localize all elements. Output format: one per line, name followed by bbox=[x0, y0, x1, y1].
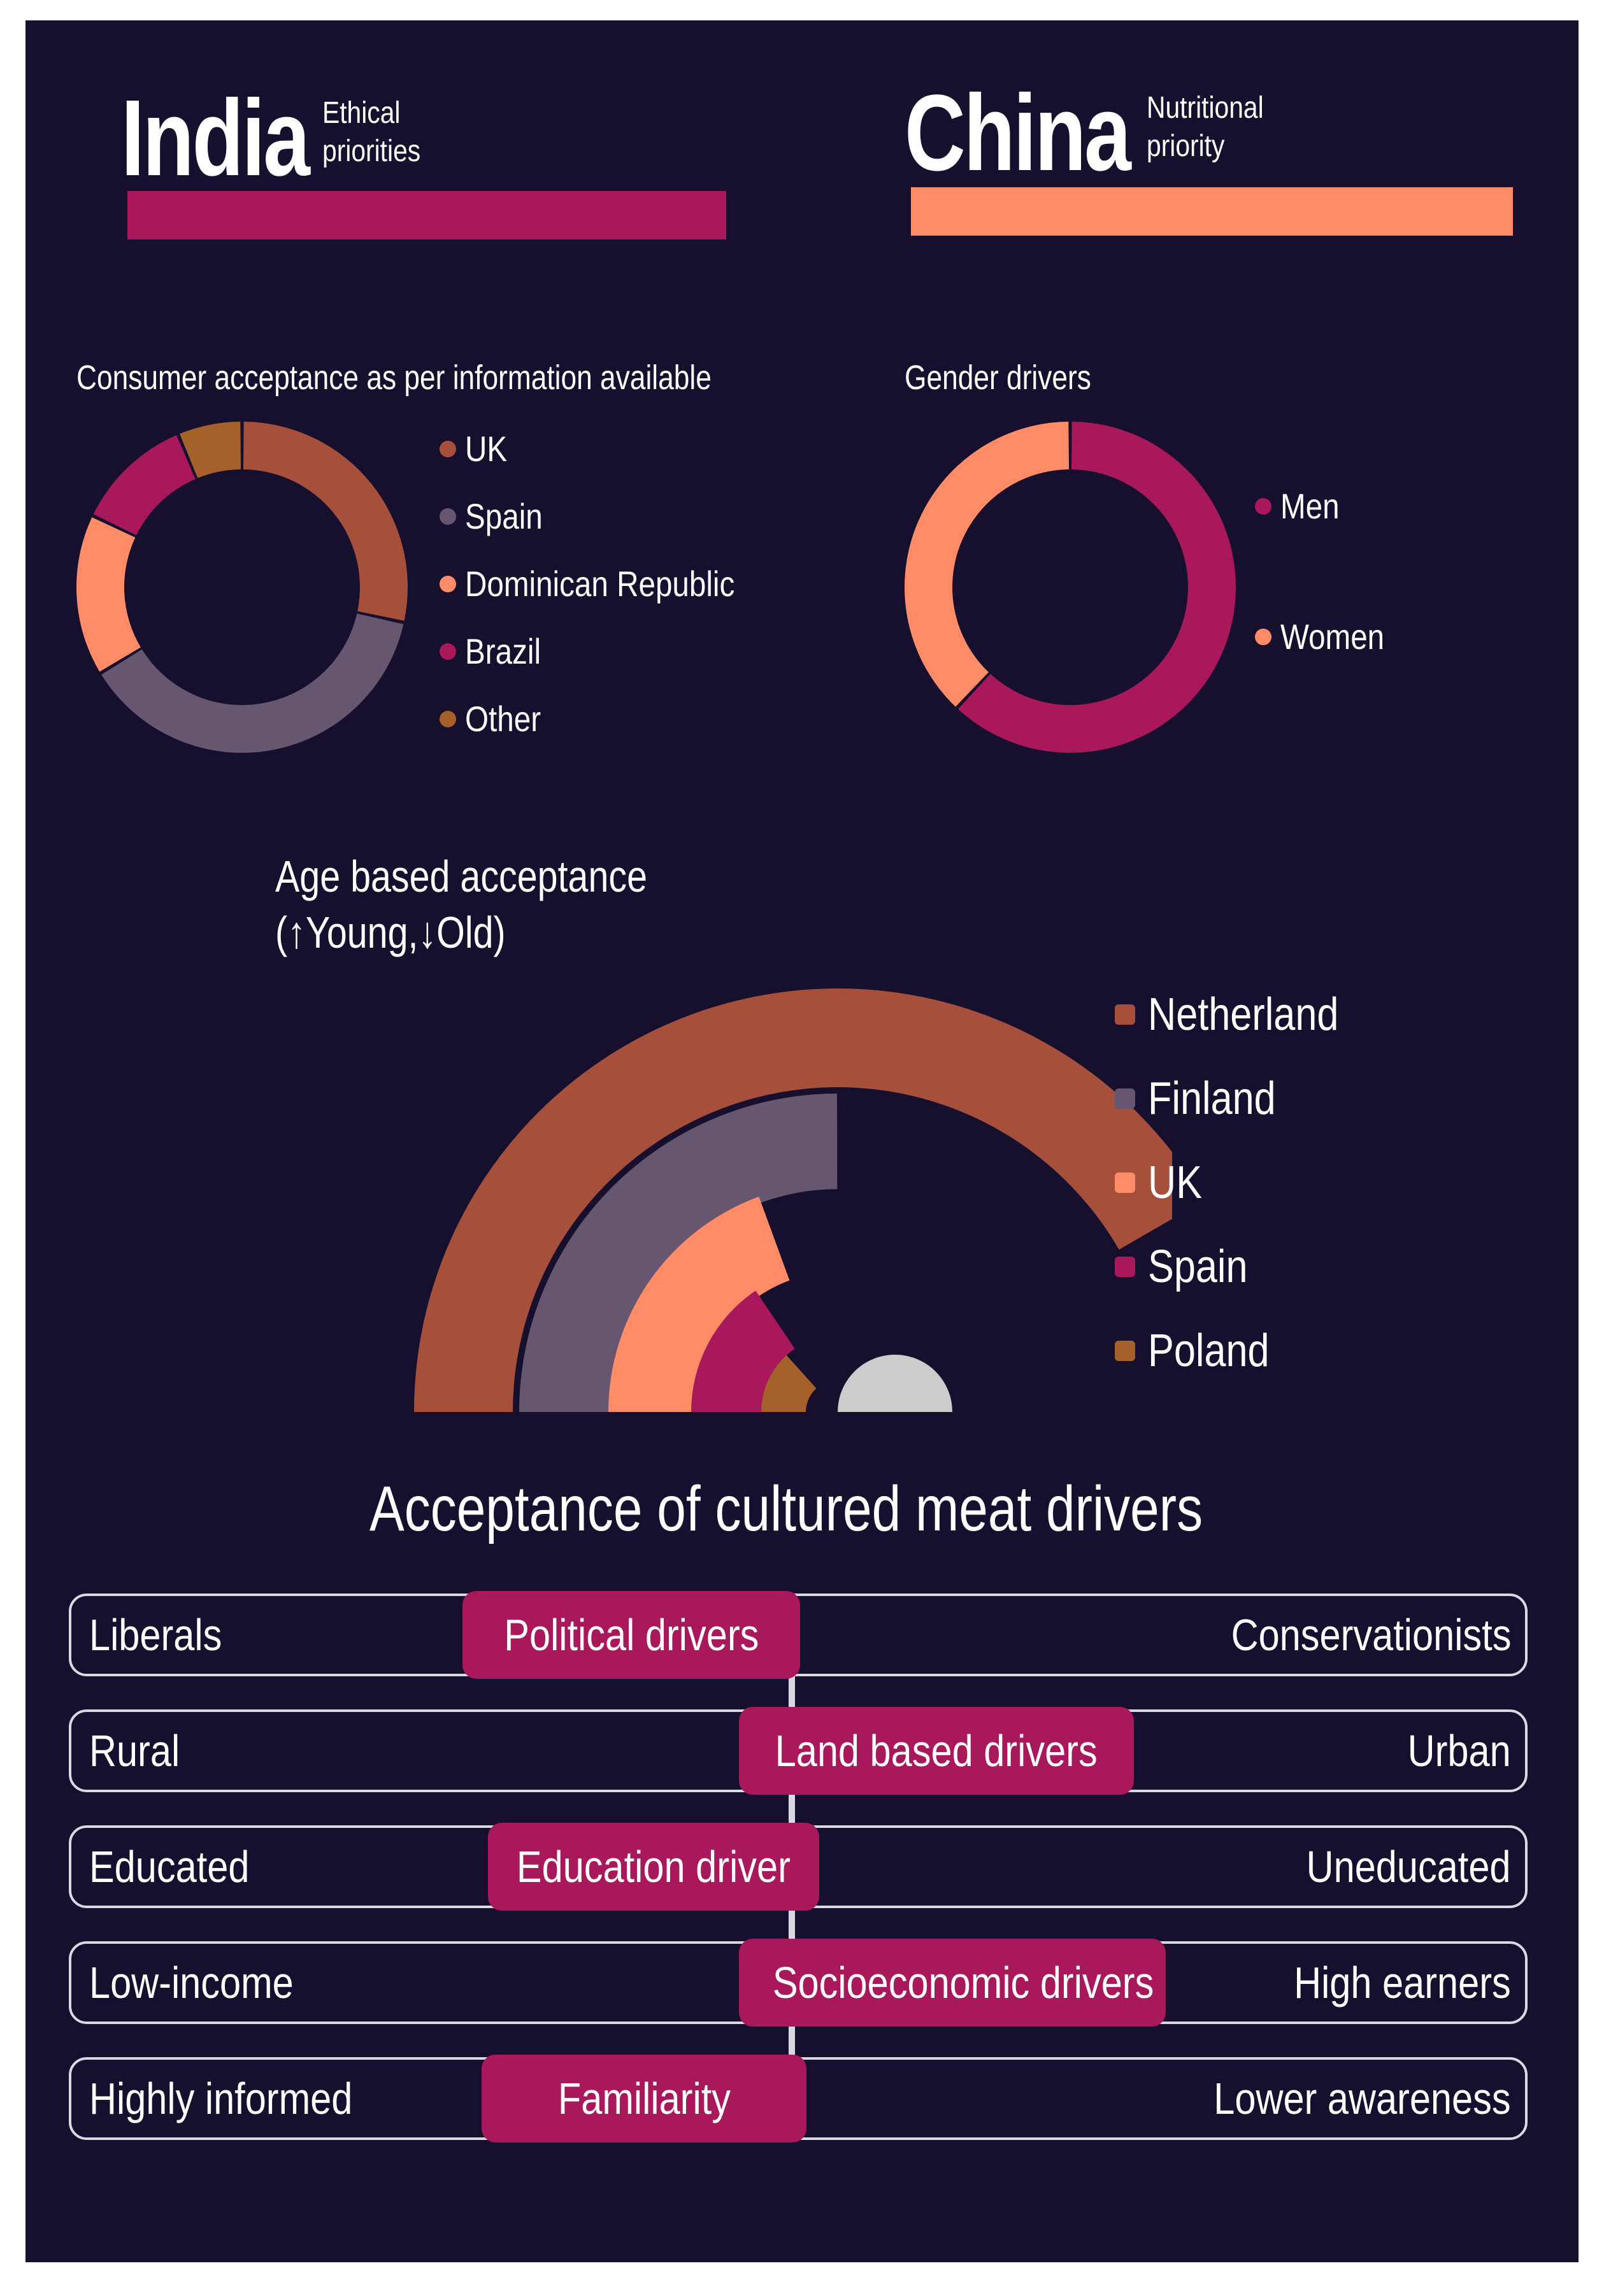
driver-row: Liberals Conservationists Political driver… bbox=[69, 1591, 1528, 1679]
radial-bar-uk bbox=[608, 1196, 790, 1412]
legend-item-brazil: Brazil bbox=[440, 631, 554, 672]
legend-swatch bbox=[1115, 1088, 1135, 1109]
legend-swatch bbox=[440, 440, 456, 457]
donut-slice-uk bbox=[243, 422, 408, 621]
driver-right-label: Urban bbox=[1407, 1726, 1511, 1776]
donut-gender-chart bbox=[905, 422, 1236, 753]
header-china-subtitle-line1: Nutritional bbox=[1147, 91, 1264, 125]
driver-right-label: Conservationists bbox=[1231, 1610, 1511, 1660]
radial-bar-poland bbox=[761, 1355, 817, 1412]
legend-label: Spain bbox=[1148, 1241, 1248, 1292]
legend-swatch bbox=[440, 575, 456, 592]
legend-item-other: Other bbox=[440, 698, 554, 739]
legend-swatch bbox=[1115, 1341, 1135, 1361]
driver-pill: Socioeconomic drivers bbox=[739, 1939, 1166, 2027]
donut-gender-title: Gender drivers bbox=[905, 359, 1091, 397]
radial-bar-netherland bbox=[414, 988, 1172, 1412]
donut-slice-brazil bbox=[93, 435, 196, 536]
driver-connector bbox=[789, 1908, 795, 1941]
driver-pill-label: Land based drivers bbox=[775, 1726, 1098, 1776]
header-india-subtitle-line1: Ethical bbox=[322, 96, 401, 130]
driver-connector bbox=[789, 1792, 795, 1825]
driver-pill: Land based drivers bbox=[739, 1707, 1134, 1795]
driver-right-label: Lower awareness bbox=[1214, 2074, 1511, 2123]
radial-bar-spain bbox=[691, 1290, 795, 1412]
legend-label: Men bbox=[1280, 486, 1340, 526]
legend-swatch bbox=[1255, 497, 1271, 515]
legend-item-dominican-republic: Dominican Republic bbox=[440, 563, 782, 604]
legend-item-women: Women bbox=[1255, 616, 1403, 657]
driver-pill: Political drivers bbox=[462, 1591, 800, 1679]
driver-connector bbox=[789, 1676, 795, 1709]
header-india: India bbox=[121, 78, 310, 199]
donut-info-chart bbox=[76, 422, 408, 753]
donut-slice-spain bbox=[101, 613, 404, 753]
driver-pill-label: Socioeconomic drivers bbox=[772, 1958, 1154, 2007]
driver-pill-label: Familiarity bbox=[557, 2074, 731, 2123]
radial-age-title: Age based acceptance (↑Young,↓Old) bbox=[275, 848, 647, 960]
driver-pill: Education driver bbox=[488, 1823, 819, 1911]
radial-age-title-line2: (↑Young,↓Old) bbox=[275, 908, 506, 957]
legend-label: UK bbox=[465, 429, 508, 469]
donut-slice-other bbox=[180, 422, 241, 478]
header-india-bar bbox=[127, 191, 726, 239]
header-china-subtitle-line2: priority bbox=[1147, 129, 1225, 163]
legend-item-uk: UK bbox=[440, 428, 515, 469]
legend-label: Poland bbox=[1148, 1325, 1270, 1376]
driver-row: Low-income High earners Socioeconomic driv… bbox=[69, 1939, 1528, 2027]
legend-swatch bbox=[440, 508, 456, 525]
header-india-subtitle: Ethical priorities bbox=[322, 94, 420, 171]
driver-row: Educated Uneducated Education driver bbox=[69, 1823, 1528, 1911]
driver-row: Highly informed Lower awareness Familiarit… bbox=[69, 2055, 1528, 2143]
legend-item-spain: Spain bbox=[1115, 1241, 1265, 1293]
legend-label: Spain bbox=[465, 496, 543, 536]
radial-age-chart bbox=[414, 988, 1172, 1412]
drivers-title: Acceptance of cultured meat drivers bbox=[369, 1473, 1203, 1544]
legend-swatch bbox=[1115, 1257, 1135, 1277]
infographic-poster: India Ethical priorities China Nutrition… bbox=[25, 20, 1579, 2262]
legend-swatch bbox=[440, 710, 456, 727]
driver-row: Rural Urban Land based drivers bbox=[69, 1707, 1528, 1795]
legend-label: Other bbox=[465, 699, 541, 739]
driver-left-label: Highly informed bbox=[89, 2074, 353, 2123]
header-india-subtitle-line2: priorities bbox=[322, 134, 421, 168]
driver-left-label: Rural bbox=[89, 1726, 180, 1776]
legend-swatch bbox=[1115, 1173, 1135, 1193]
legend-swatch bbox=[440, 643, 456, 660]
driver-pill-label: Political drivers bbox=[503, 1610, 759, 1660]
header-china: China bbox=[905, 73, 1131, 194]
header-china-bar bbox=[911, 187, 1513, 236]
driver-left-label: Low-income bbox=[89, 1958, 294, 2007]
legend-label: Dominican Republic bbox=[465, 564, 735, 604]
donut-slice-dominican-republic bbox=[76, 517, 141, 672]
donut-info-title: Consumer acceptance as per information a… bbox=[76, 359, 712, 397]
legend-item-spain: Spain bbox=[440, 496, 556, 537]
driver-right-label: Uneducated bbox=[1307, 1842, 1511, 1892]
legend-item-netherland: Netherland bbox=[1115, 988, 1372, 1041]
radial-age-title-line1: Age based acceptance bbox=[275, 852, 648, 901]
driver-pill-label: Education driver bbox=[517, 1842, 791, 1892]
driver-connector bbox=[789, 2024, 795, 2057]
driver-left-label: Liberals bbox=[89, 1610, 222, 1660]
legend-item-finland: Finland bbox=[1115, 1073, 1298, 1125]
legend-swatch bbox=[1115, 1004, 1135, 1025]
driver-left-label: Educated bbox=[89, 1842, 250, 1892]
radial-center-semicircle bbox=[838, 1355, 952, 1412]
legend-swatch bbox=[1255, 628, 1271, 645]
legend-label: Brazil bbox=[465, 631, 541, 671]
legend-label: Netherland bbox=[1148, 989, 1339, 1040]
legend-item-men: Men bbox=[1255, 485, 1350, 527]
donut-slice-men bbox=[958, 422, 1236, 753]
driver-right-label: High earners bbox=[1294, 1958, 1511, 2007]
legend-item-uk: UK bbox=[1115, 1157, 1212, 1209]
legend-label: UK bbox=[1148, 1157, 1203, 1208]
driver-pill: Familiarity bbox=[482, 2055, 806, 2143]
donut-slice-women bbox=[905, 422, 1070, 707]
legend-item-poland: Poland bbox=[1115, 1325, 1291, 1377]
legend-label: Finland bbox=[1148, 1073, 1276, 1124]
legend-label: Women bbox=[1280, 617, 1385, 657]
header-china-subtitle: Nutritional priority bbox=[1147, 89, 1264, 166]
